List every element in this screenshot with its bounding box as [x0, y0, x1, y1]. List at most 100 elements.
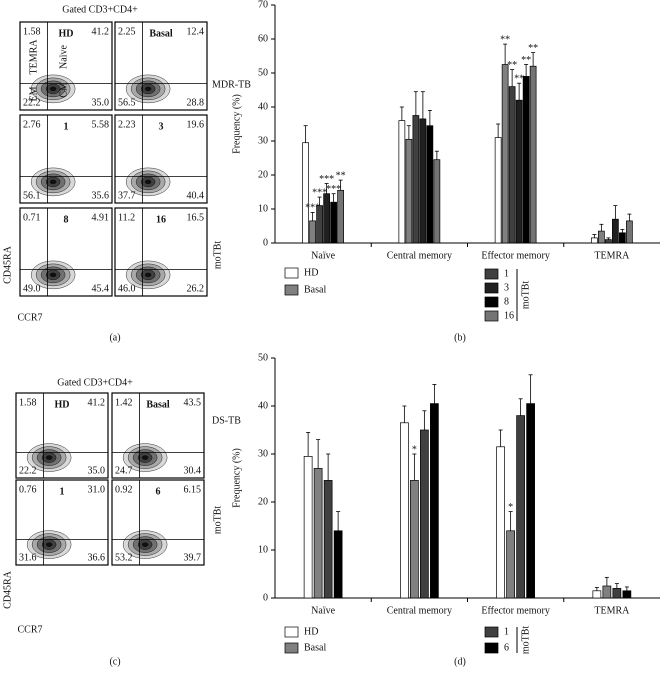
- flow-plot-label: 1: [64, 121, 69, 132]
- flow-quadrant-value: 22.2: [23, 97, 41, 108]
- flow-density: [141, 542, 149, 547]
- bar: [598, 230, 605, 244]
- legend-label: 16: [504, 310, 514, 321]
- flow-side-label: moTBt: [212, 506, 223, 535]
- bar: [591, 237, 598, 244]
- flow-quadrant-value: 45.4: [92, 283, 110, 294]
- bar: [501, 64, 509, 244]
- bar: [494, 137, 502, 244]
- significance-mark: ***: [312, 187, 327, 198]
- flow-quadrant-value: 26.2: [187, 283, 205, 294]
- legend-label: 6: [504, 642, 509, 653]
- flow-quadrant-value: 1.58: [19, 397, 37, 408]
- flow-quadrant-value: 56.1: [23, 190, 41, 201]
- flow-density: [144, 86, 152, 92]
- legend-swatch: [484, 310, 499, 322]
- bar: [313, 468, 323, 599]
- flow-quadrant-value: 30.4: [184, 465, 202, 476]
- x-tick-label: Effector memory: [481, 605, 549, 616]
- flow-quadrant-value: 0.92: [115, 484, 133, 495]
- legend-swatch: [284, 284, 299, 296]
- legend-label: 8: [504, 296, 509, 307]
- flow-quadrant-value: 6.15: [184, 484, 202, 495]
- bar: [419, 118, 427, 244]
- legend-label: 1: [504, 268, 509, 279]
- flow-side-label: moTBt: [212, 241, 223, 270]
- bar: [508, 86, 516, 244]
- significance-mark: ***: [326, 184, 341, 195]
- flow-quadrant-name: Naïve: [58, 45, 69, 69]
- flow-title: Gated CD3+CD4+: [57, 377, 133, 388]
- flow-quadrant-value: 1.42: [115, 397, 133, 408]
- bar: [398, 120, 406, 244]
- y-tick-label: 0: [263, 592, 268, 603]
- flow-density: [49, 272, 57, 278]
- flow-quadrant-value: 2.76: [23, 119, 41, 130]
- legend-swatch: [484, 642, 499, 654]
- bar: [506, 530, 515, 599]
- x-tick-label: TEMRA: [594, 250, 630, 261]
- flow-quadrant-value: 22.2: [19, 465, 37, 476]
- bar: [330, 201, 337, 244]
- bar: [405, 138, 413, 244]
- flow-quadrant-value: 31.6: [19, 552, 37, 563]
- significance-mark: **: [336, 170, 346, 181]
- panel-label: (b): [454, 332, 466, 343]
- bar: [529, 65, 537, 244]
- legend-label: 1: [504, 626, 509, 637]
- bar: [619, 232, 626, 244]
- flow-quadrant-value: 53.2: [115, 552, 133, 563]
- flow-quadrant-value: 56.5: [118, 97, 136, 108]
- flow-quadrant-value: 19.6: [187, 119, 205, 130]
- flow-quadrant-value: 35.6: [92, 190, 110, 201]
- flow-x-label: CCR7: [17, 624, 42, 635]
- y-tick-label: 70: [258, 0, 268, 10]
- legend-group-label: moTBt: [520, 281, 531, 310]
- y-tick-label: 10: [258, 544, 268, 555]
- bar: [622, 590, 632, 599]
- flow-quadrant-value: 11.2: [118, 212, 135, 223]
- flow-quadrant-value: 41.2: [88, 397, 106, 408]
- flow-plot-label: 16: [156, 214, 166, 225]
- x-tick-label: Central memory: [387, 250, 452, 261]
- flow-quadrant-value: 12.4: [187, 26, 205, 37]
- flow-title: Gated CD3+CD4+: [62, 4, 138, 15]
- legend-swatch: [284, 642, 299, 654]
- bar: [430, 403, 439, 599]
- flow-quadrant-value: 46.0: [118, 283, 136, 294]
- flow-plot-label: HD: [59, 28, 74, 39]
- significance-mark: ***: [319, 174, 334, 185]
- bar: [309, 220, 316, 244]
- bar: [302, 142, 309, 244]
- flow-quadrant-value: 28.8: [187, 97, 205, 108]
- bar: [602, 585, 612, 599]
- bar: [526, 403, 535, 599]
- significance-mark: **: [514, 73, 524, 84]
- significance-mark: **: [528, 43, 538, 54]
- flow-quadrant-value: 36.6: [88, 552, 106, 563]
- flow-quadrant-value: 40.4: [187, 190, 205, 201]
- flow-plot-label: HD: [55, 399, 70, 410]
- flow-quadrant-value: 39.7: [184, 552, 202, 563]
- flow-density: [49, 179, 57, 185]
- y-axis-label: Frequency (%): [231, 448, 242, 508]
- flow-density: [144, 179, 152, 185]
- flow-quadrant-value: 49.0: [23, 283, 41, 294]
- flow-density: [45, 455, 53, 460]
- panel-label: (d): [454, 656, 466, 667]
- flow-y-label: CD45RA: [2, 570, 13, 609]
- bar: [426, 125, 434, 244]
- flow-quadrant-value: 37.7: [118, 190, 136, 201]
- bar: [515, 99, 523, 244]
- legend-label: Basal: [304, 284, 326, 295]
- bar: [316, 205, 323, 244]
- y-tick-label: 40: [258, 101, 268, 112]
- bar: [400, 422, 409, 599]
- flow-plot-label: 3: [159, 121, 164, 132]
- bar: [522, 76, 530, 244]
- bar: [612, 218, 619, 244]
- bar: [605, 239, 612, 244]
- bar: [323, 193, 330, 244]
- significance-mark: **: [500, 34, 510, 45]
- flow-quadrant-value: 24.7: [115, 465, 133, 476]
